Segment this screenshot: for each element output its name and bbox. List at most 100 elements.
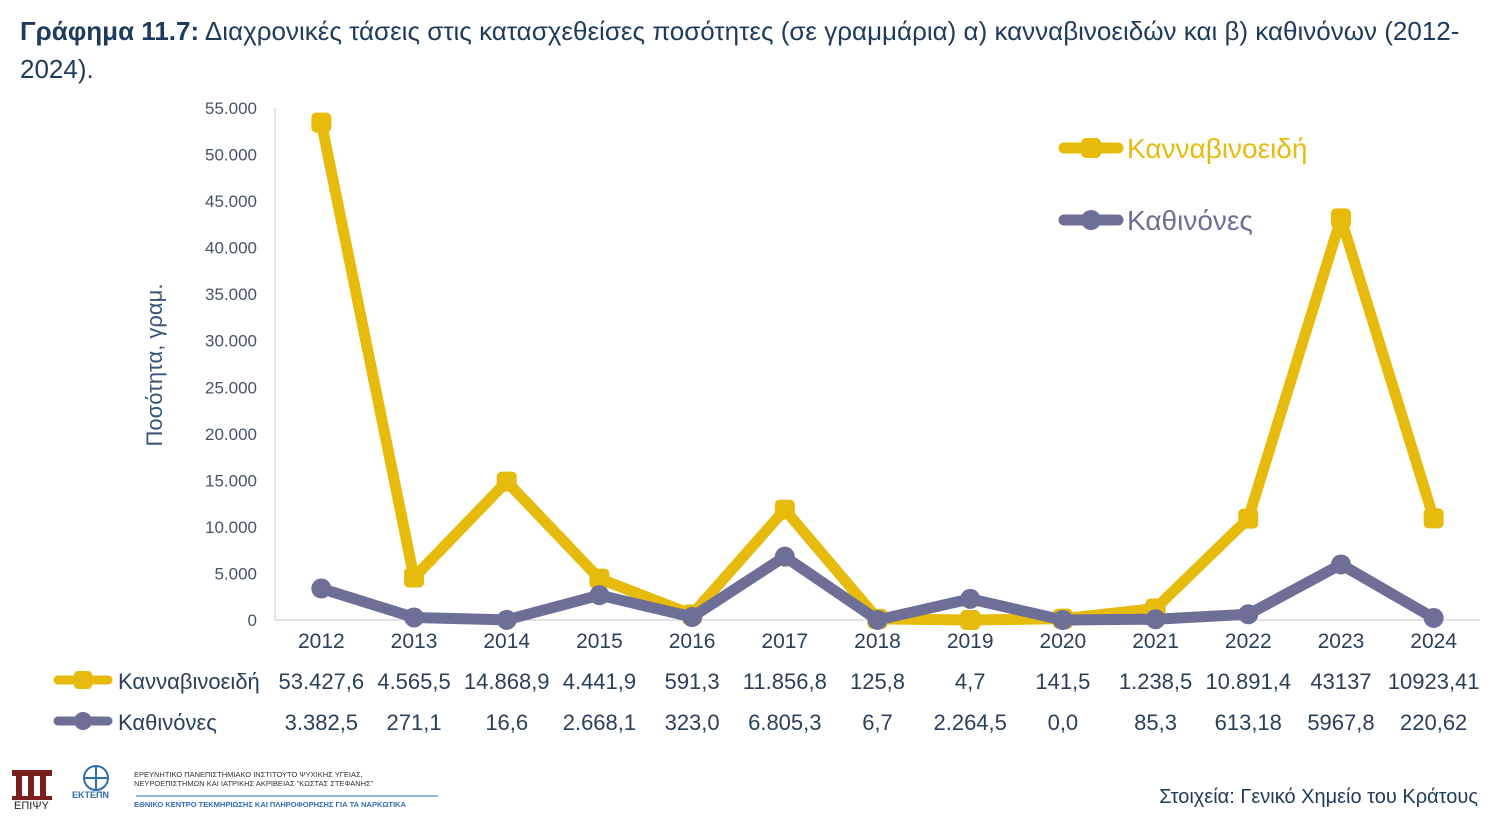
data-table: Κανναβινοειδή 53.427,6 4.565,5 14.868,9 4.44… [53, 669, 1480, 735]
table-cell: 11.856,8 [743, 669, 827, 694]
table-cell: 4,7 [955, 669, 986, 694]
x-tick-label: 2013 [391, 630, 438, 653]
y-tick-label: 35.000 [205, 285, 257, 304]
table-cell: 10923,41 [1388, 669, 1480, 694]
table-cell: 53.427,6 [279, 669, 365, 694]
data-point [404, 567, 425, 588]
series-line-1 [315, 117, 1440, 626]
x-tick-label: 2024 [1410, 630, 1457, 653]
legend-marker [1081, 210, 1101, 230]
y-tick-label: 55.000 [205, 99, 257, 118]
ektepn-label: ΕΚΤΕΠΝ [72, 790, 110, 800]
y-axis: 0 5.000 10.000 15.000 20.000 25.000 30.000 35.0… [205, 99, 276, 630]
line-chart: 0 5.000 10.000 15.000 20.000 25.000 30.000 35.0… [53, 99, 1480, 735]
table-cell: 43137 [1310, 669, 1371, 694]
table-cell: 1.238,5 [1119, 669, 1192, 694]
series-lines [311, 112, 1444, 630]
y-tick-label: 40.000 [205, 239, 257, 258]
table-cell: 85,3 [1134, 710, 1177, 735]
table-row-label: Κανναβινοειδή [118, 669, 260, 694]
table-cell: 591,3 [665, 669, 720, 694]
x-tick-label: 2019 [947, 630, 994, 653]
y-tick-label: 10.000 [205, 518, 257, 537]
table-cell: 0,0 [1048, 710, 1079, 735]
legend-label: Κανναβινοειδή [1127, 133, 1307, 164]
data-point [311, 112, 332, 133]
table-cell: 5967,8 [1307, 710, 1374, 735]
table-cell: 10.891,4 [1205, 669, 1291, 694]
data-point [1145, 609, 1166, 630]
legend: Κανναβινοειδή Καθινόνες [1058, 133, 1307, 236]
table-cell: 220,62 [1400, 710, 1467, 735]
chart-title-prefix: Γράφημα 11.7: [20, 16, 200, 46]
data-point [682, 606, 703, 627]
y-tick-label: 45.000 [205, 192, 257, 211]
table-cell: 6.805,3 [748, 710, 821, 735]
data-point [1238, 604, 1259, 625]
y-tick-label: 30.000 [205, 332, 257, 351]
epipsy-logo-icon [12, 770, 52, 800]
x-tick-label: 2020 [1040, 630, 1087, 653]
legend-label: Καθινόνες [1127, 205, 1253, 236]
chart-title-text: Διαχρονικές τάσεις στις κατασχεθείσες πο… [20, 16, 1460, 84]
data-point [1423, 508, 1444, 529]
x-tick-label: 2012 [298, 630, 345, 653]
data-point [867, 609, 888, 630]
x-tick-label: 2022 [1225, 630, 1272, 653]
data-point [404, 607, 425, 628]
x-tick-label: 2015 [576, 630, 623, 653]
y-tick-label: 0 [248, 611, 257, 630]
table-cell: 323,0 [665, 710, 720, 735]
data-point [589, 585, 610, 606]
data-point [774, 546, 795, 567]
y-tick-label: 25.000 [205, 378, 257, 397]
epipsy-label: ΕΠΙΨΥ [14, 800, 49, 812]
data-point [1330, 554, 1351, 575]
y-tick-label: 5.000 [214, 564, 257, 583]
data-point [1238, 508, 1259, 529]
table-cell: 141,5 [1035, 669, 1090, 694]
table-cell: 2.264,5 [933, 710, 1006, 735]
table-cell: 14.868,9 [464, 669, 550, 694]
ektepn-logo-icon [83, 765, 109, 791]
table-cell: 125,8 [850, 669, 905, 694]
data-point [311, 578, 332, 599]
center-name: ΕΘΝΙΚΟ ΚΕΝΤΡΟ ΤΕΚΜΗΡΙΩΣΗΣ ΚΑΙ ΠΛΗΡΟΦΟΡΗΣ… [134, 800, 406, 809]
table-cell: 16,6 [485, 710, 528, 735]
table-cell: 271,1 [387, 710, 442, 735]
data-point [496, 609, 517, 630]
x-tick-label: 2018 [854, 630, 901, 653]
table-cell: 613,18 [1215, 710, 1282, 735]
table-cell: 6,7 [862, 710, 893, 735]
data-point [1052, 610, 1073, 630]
legend-marker [1081, 138, 1101, 158]
data-source: Στοιχεία: Γενικό Χημείο του Κράτους [1159, 786, 1478, 808]
chart-title: Γράφημα 11.7: Διαχρονικές τάσεις στις κα… [20, 12, 1460, 88]
x-tick-label: 2014 [483, 630, 530, 653]
institute-name: ΕΡΕΥΝΗΤΙΚΟ ΠΑΝΕΠΙΣΤΗΜΙΑΚΟ ΙΝΣΤΙΤΟΥΤΟ ΨΥΧ… [134, 770, 434, 788]
y-tick-label: 50.000 [205, 146, 257, 165]
data-point [496, 471, 517, 492]
y-tick-label: 20.000 [205, 425, 257, 444]
table-cell: 2.668,1 [563, 710, 636, 735]
x-tick-label: 2016 [669, 630, 716, 653]
x-tick-label: 2021 [1132, 630, 1179, 653]
institute-logos [12, 765, 438, 800]
institute-line-2: ΝΕΥΡΟΕΠΙΣΤΗΜΩΝ ΚΑΙ ΙΑΤΡΙΚΗΣ ΑΚΡΙΒΕΙΑΣ “Κ… [134, 779, 374, 788]
table-cell: 4.565,5 [377, 669, 450, 694]
data-point [774, 499, 795, 520]
data-point [589, 568, 610, 589]
table-cell: 3.382,5 [285, 710, 358, 735]
data-point [960, 609, 981, 630]
table-marker [74, 712, 92, 730]
data-point [1423, 607, 1444, 628]
data-point [1330, 208, 1351, 229]
x-tick-label: 2017 [761, 630, 808, 653]
table-row-label: Καθινόνες [118, 710, 217, 735]
table-cell: 4.441,9 [563, 669, 636, 694]
data-point [960, 588, 981, 609]
institute-line-1: ΕΡΕΥΝΗΤΙΚΟ ΠΑΝΕΠΙΣΤΗΜΙΑΚΟ ΙΝΣΤΙΤΟΥΤΟ ΨΥΧ… [134, 770, 363, 779]
x-tick-label: 2023 [1318, 630, 1365, 653]
y-tick-label: 15.000 [205, 471, 257, 490]
table-marker [74, 671, 92, 689]
